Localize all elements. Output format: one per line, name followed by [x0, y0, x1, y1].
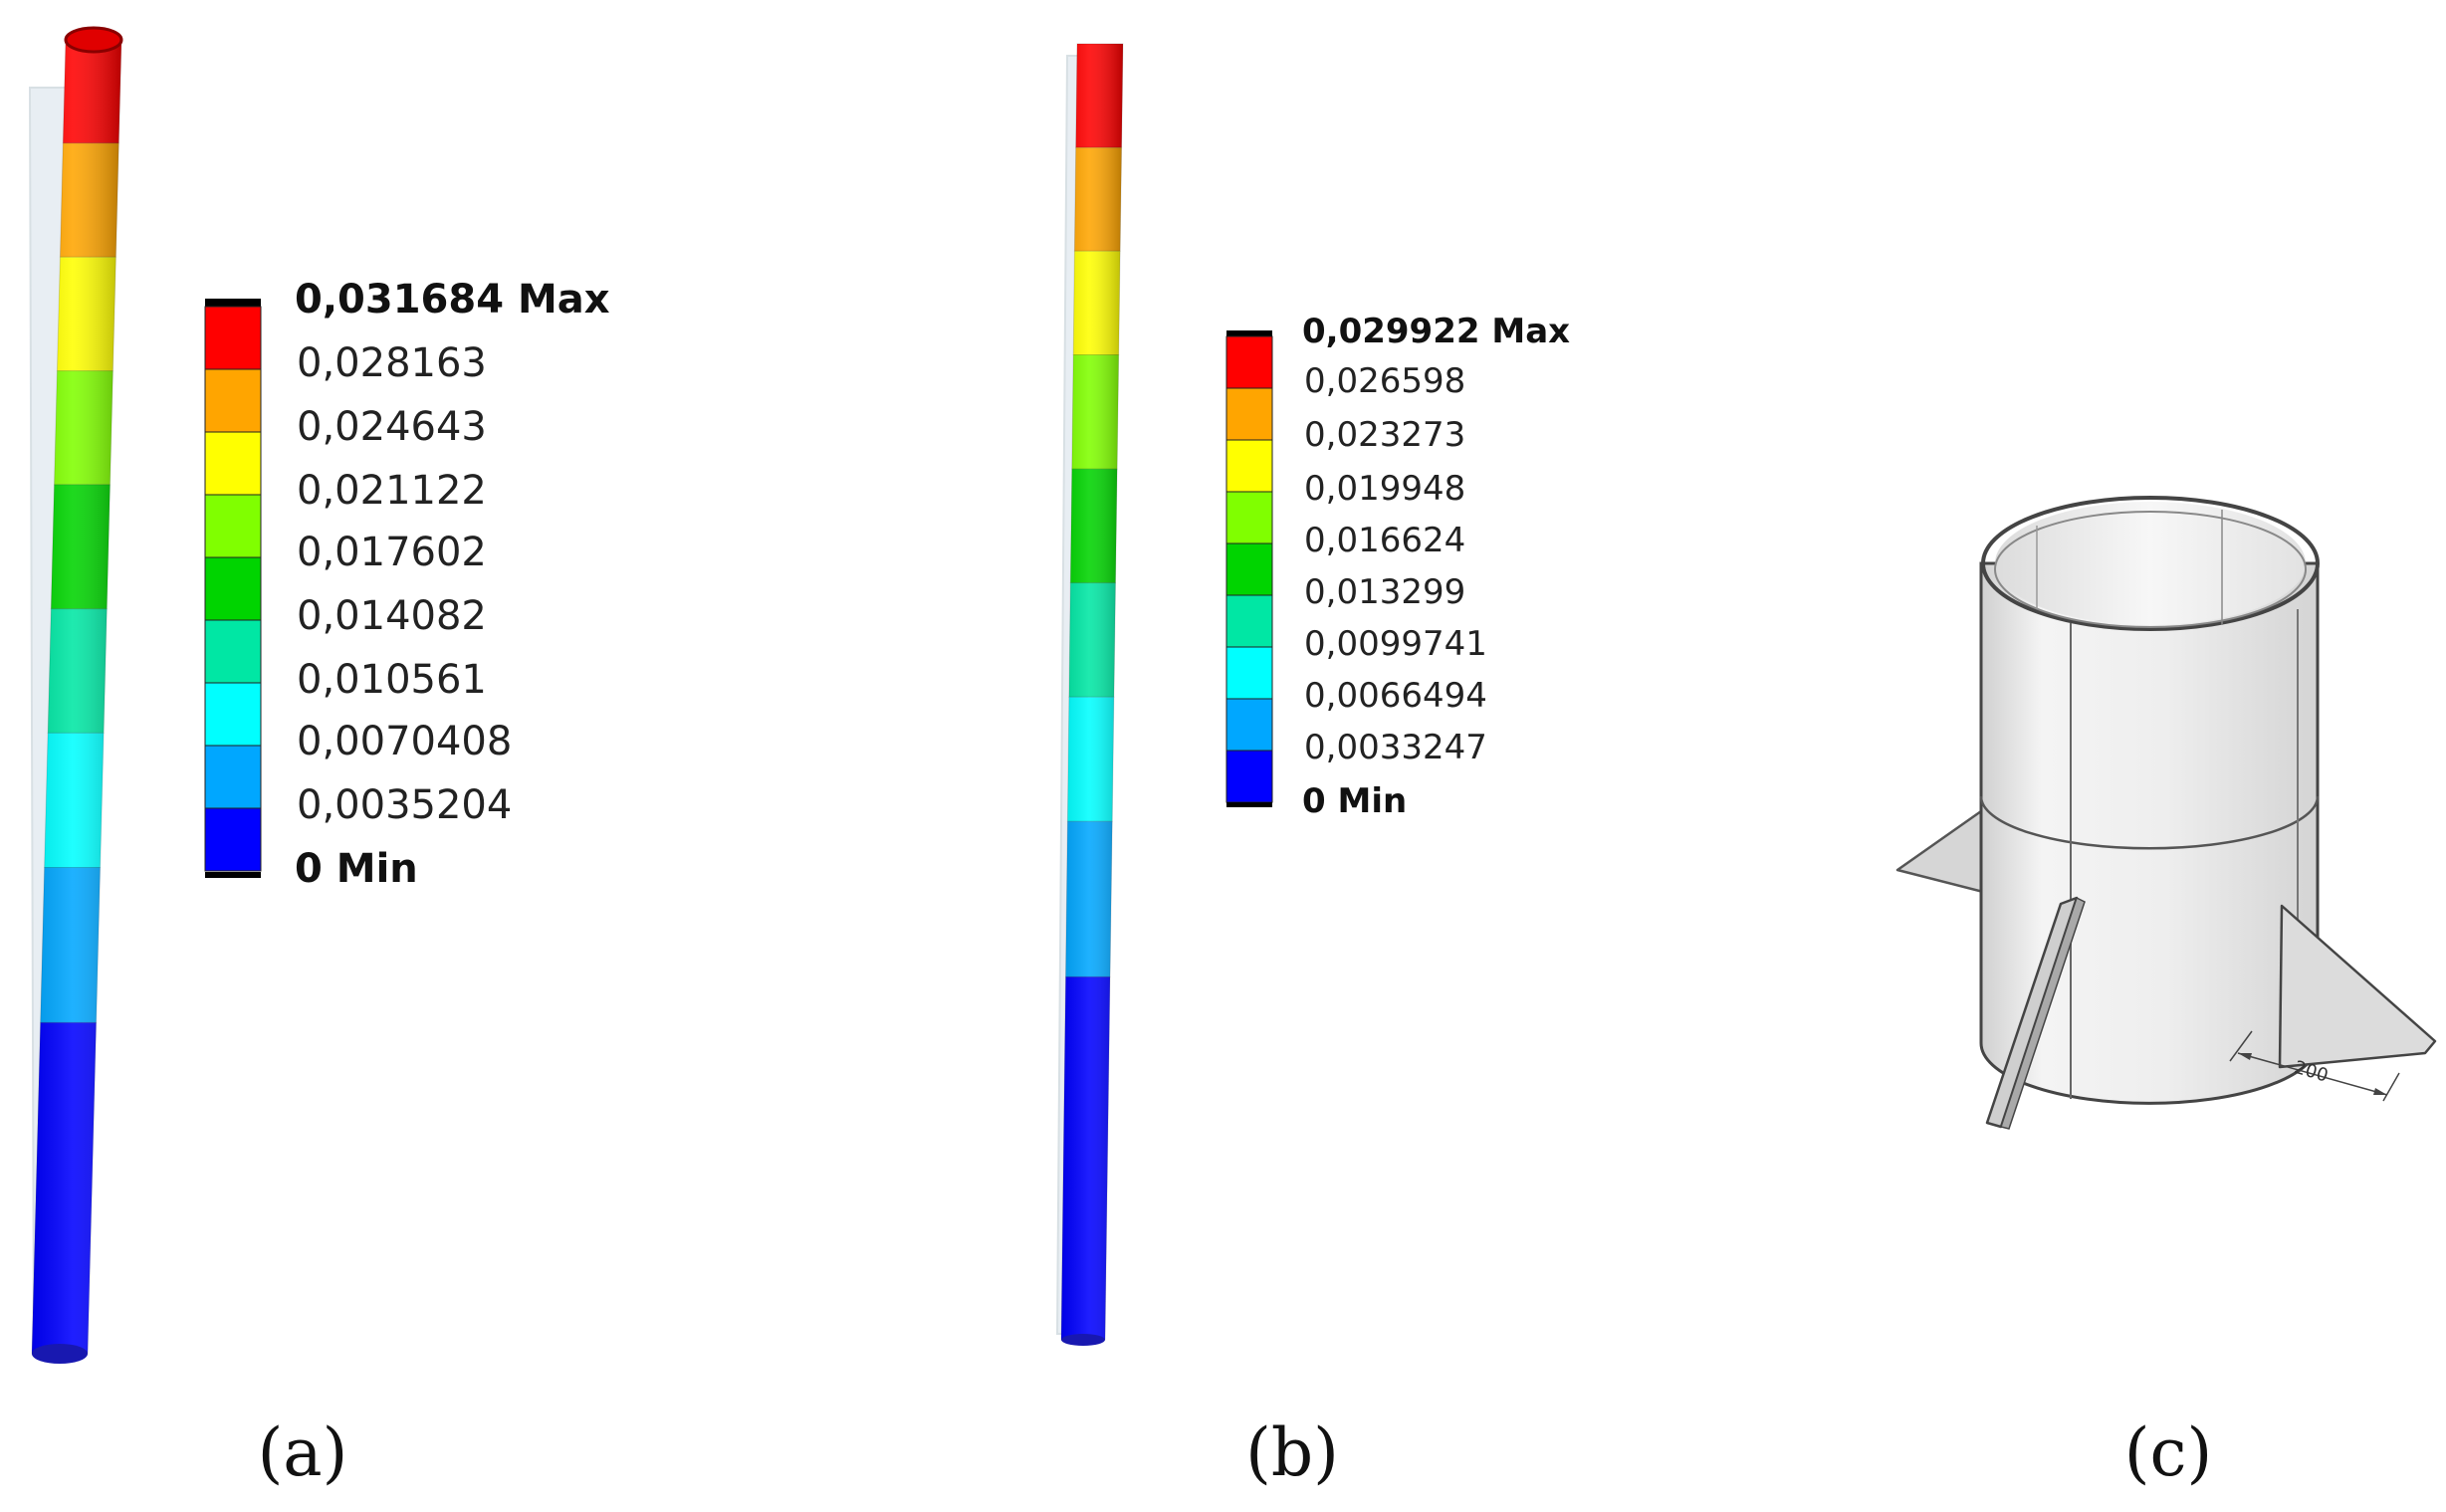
legend-b-swatch-5	[1225, 594, 1273, 648]
legend-b-label-2: 0,023273	[1304, 415, 1465, 455]
legend-a-swatch-1	[204, 368, 262, 433]
legend-b-swatch-6	[1225, 646, 1273, 700]
panel-a: 0,031684 Max 0,028163 0,024643 0,021122 …	[28, 26, 610, 1491]
fin-front-left-edge	[2000, 896, 2086, 1130]
legend-a-label-1: 0,028163	[297, 340, 487, 386]
legend-a-swatch-0	[204, 306, 262, 370]
legend-b-swatch-0	[1225, 335, 1273, 389]
legend-a-bottom-cap	[205, 872, 261, 878]
legend-b-label-7: 0,0066494	[1304, 676, 1487, 716]
legend-a-swatch-5	[204, 619, 262, 684]
legend-a-label-9: 0 Min	[295, 846, 418, 892]
legend-a-swatch-4	[204, 556, 262, 621]
legend-b-swatch-7	[1225, 698, 1273, 752]
legend-a: 0,031684 Max 0,028163 0,024643 0,021122 …	[204, 277, 610, 892]
legend-a-label-7: 0,0070408	[297, 719, 512, 764]
legend-b-label-1: 0,026598	[1304, 361, 1465, 401]
legend-b-label-6: 0,0099741	[1304, 624, 1487, 664]
pile-b-bottom-cap	[1061, 1334, 1105, 1346]
legend-b: 0,029922 Max 0,026598 0,023273 0,019948 …	[1225, 312, 1570, 821]
legend-b-swatch-8	[1225, 750, 1273, 803]
legend-a-label-8: 0,0035204	[297, 782, 512, 828]
cylinder-inner-rim	[1994, 511, 2307, 628]
legend-a-swatch-6	[204, 682, 262, 747]
pile-b-shading	[1061, 44, 1123, 1340]
fin-front-right	[2278, 904, 2437, 1069]
legend-a-label-3: 0,021122	[297, 468, 487, 514]
legend-b-swatch-1	[1225, 387, 1273, 441]
legend-a-swatch-7	[204, 745, 262, 809]
legend-b-label-4: 0,016624	[1304, 521, 1465, 560]
legend-b-label-8: 0,0033247	[1304, 728, 1487, 767]
legend-a-swatches	[204, 306, 262, 872]
pile-a-bottom-cap	[32, 1344, 88, 1364]
legend-b-label-3: 0,019948	[1304, 469, 1465, 509]
legend-a-label-4: 0,017602	[297, 530, 487, 575]
legend-b-label-9: 0 Min	[1302, 781, 1407, 821]
pile-a-shading	[32, 40, 121, 1354]
legend-a-swatch-2	[204, 431, 262, 496]
fin-back-left	[1895, 802, 1993, 896]
panel-b: 0,029922 Max 0,026598 0,023273 0,019948 …	[1055, 43, 1570, 1491]
caption-c: (c)	[2124, 1414, 2212, 1491]
cylinder-inner-wall	[1995, 502, 2306, 625]
panel-c: 200 (c)	[1895, 496, 2437, 1491]
cylinder-top-rim	[1981, 496, 2320, 631]
legend-a-top-cap	[205, 299, 261, 307]
legend-a-label-5: 0,014082	[297, 593, 487, 639]
legend-b-label-5: 0,013299	[1304, 572, 1465, 612]
legend-a-label-6: 0,010561	[297, 657, 487, 703]
legend-b-label-0: 0,029922 Max	[1302, 312, 1570, 351]
legend-a-label-0: 0,031684 Max	[295, 277, 610, 323]
caption-b: (b)	[1245, 1414, 1339, 1491]
legend-a-label-2: 0,024643	[297, 404, 487, 450]
legend-b-swatch-3	[1225, 491, 1273, 544]
legend-b-swatch-2	[1225, 439, 1273, 493]
caption-a: (a)	[258, 1414, 348, 1491]
legend-b-swatches	[1225, 335, 1273, 803]
legend-a-swatch-8	[204, 807, 262, 872]
legend-b-swatch-4	[1225, 542, 1273, 596]
legend-b-top-cap	[1226, 330, 1272, 336]
pile-a-top-cap	[64, 26, 123, 54]
legend-a-swatch-3	[204, 494, 262, 558]
legend-b-bottom-cap	[1226, 802, 1272, 807]
